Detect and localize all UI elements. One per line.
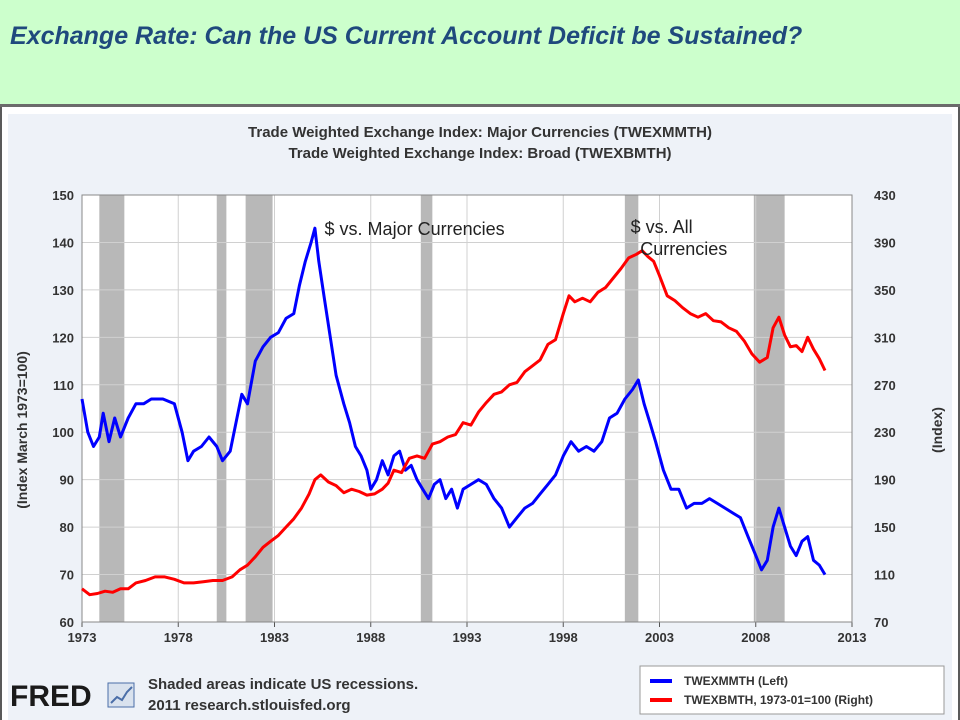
y-tick-left-80: 80 <box>60 520 74 535</box>
y-tick-left-110: 110 <box>53 378 74 393</box>
y-tick-right-350: 350 <box>874 283 896 298</box>
x-tick-2008: 2008 <box>741 630 770 645</box>
y-tick-right-230: 230 <box>874 425 896 440</box>
y-tick-right-430: 430 <box>874 188 896 203</box>
y-tick-left-90: 90 <box>60 473 74 488</box>
y-tick-left-120: 120 <box>52 330 74 345</box>
slide-title: Exchange Rate: Can the US Current Accoun… <box>10 22 803 50</box>
x-tick-1983: 1983 <box>260 630 289 645</box>
y-tick-left-150: 150 <box>52 188 74 203</box>
y-tick-left-60: 60 <box>60 615 74 630</box>
slide-header: Exchange Rate: Can the US Current Accoun… <box>0 0 960 104</box>
recession-band-2 <box>245 195 273 622</box>
chart-subtitle: Trade Weighted Exchange Index: Broad (TW… <box>288 145 671 162</box>
y-tick-right-150: 150 <box>874 520 896 535</box>
x-tick-2013: 2013 <box>838 630 867 645</box>
x-tick-1978: 1978 <box>164 630 193 645</box>
annotation-1: $ vs. All <box>631 217 693 237</box>
plot-border <box>81 194 853 623</box>
y-tick-right-190: 190 <box>874 473 896 488</box>
y-tick-left-130: 130 <box>52 283 74 298</box>
y-tick-left-140: 140 <box>52 235 74 250</box>
recession-band-0 <box>99 195 125 622</box>
legend-label-major: TWEXMMTH (Left) <box>684 674 788 688</box>
y-tick-right-110: 110 <box>874 568 895 583</box>
x-tick-1973: 1973 <box>68 630 97 645</box>
chart-title: Trade Weighted Exchange Index: Major Cur… <box>248 124 712 141</box>
recession-band-4 <box>624 195 639 622</box>
legend-box <box>639 665 945 715</box>
recession-note: Shaded areas indicate US recessions. <box>148 676 418 693</box>
recession-band-3 <box>420 195 433 622</box>
annotation-0: $ vs. Major Currencies <box>325 219 505 239</box>
y-tick-right-390: 390 <box>874 235 896 250</box>
y-tick-left-100: 100 <box>52 425 74 440</box>
x-tick-1998: 1998 <box>549 630 578 645</box>
y-axis-left-label: (Index March 1973=100) <box>14 351 30 509</box>
plot-area: 60 70 80 90 100 110 120 130 140 150 70 110 150 190 230… <box>52 188 895 645</box>
title-divider <box>0 104 960 107</box>
y-tick-left-70: 70 <box>60 568 74 583</box>
y-tick-right-270: 270 <box>874 378 896 393</box>
fred-logo-chart-icon <box>110 686 133 704</box>
y-tick-right-70: 70 <box>874 615 888 630</box>
annotation-2: Currencies <box>640 239 727 259</box>
series-line-major-currencies <box>80 226 827 576</box>
y-axis-right-label: (Index) <box>929 407 945 453</box>
fred-logo: FRED <box>10 680 135 713</box>
legend-label-broad: TWEXBMTH, 1973-01=100 (Right) <box>684 693 873 707</box>
series-line-broad-index <box>81 249 827 597</box>
legend: TWEXMMTH (Left) TWEXBMTH, 1973-01=100 (R… <box>639 665 945 715</box>
x-tick-1993: 1993 <box>453 630 482 645</box>
source-note: 2011 research.stlouisfed.org <box>148 697 351 714</box>
x-tick-1988: 1988 <box>356 630 385 645</box>
x-tick-2003: 2003 <box>645 630 674 645</box>
recession-band-1 <box>216 195 227 622</box>
y-tick-right-310: 310 <box>874 330 896 345</box>
fred-logo-text: FRED <box>10 680 92 713</box>
